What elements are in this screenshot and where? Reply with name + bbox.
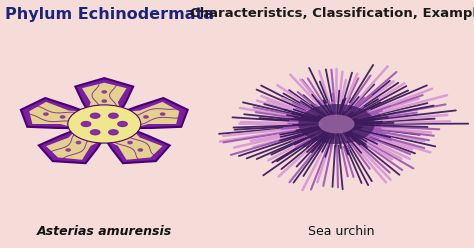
Circle shape [68,105,141,143]
Circle shape [298,104,375,144]
Circle shape [102,100,107,102]
Circle shape [82,122,91,126]
Circle shape [102,91,107,93]
Circle shape [144,116,148,118]
Text: Sea urchin: Sea urchin [308,225,374,238]
Circle shape [161,113,165,115]
Circle shape [319,115,355,133]
Circle shape [128,141,132,144]
Circle shape [60,116,65,118]
Circle shape [76,141,81,144]
Circle shape [138,149,143,151]
Circle shape [77,119,82,121]
Circle shape [118,134,122,136]
Circle shape [118,122,127,126]
Polygon shape [29,83,179,160]
Circle shape [109,113,118,118]
Circle shape [87,134,91,136]
Circle shape [91,130,100,135]
Circle shape [109,130,118,135]
Circle shape [91,113,100,118]
Circle shape [102,109,107,111]
Circle shape [66,149,71,151]
Circle shape [127,119,131,121]
Text: Asterias amurensis: Asterias amurensis [36,225,172,238]
Text: Phylum Echinodermata: Phylum Echinodermata [5,7,214,22]
Circle shape [44,113,48,115]
Text: Characteristics, Classification, Examples: Characteristics, Classification, Example… [190,7,474,20]
Polygon shape [21,78,188,163]
